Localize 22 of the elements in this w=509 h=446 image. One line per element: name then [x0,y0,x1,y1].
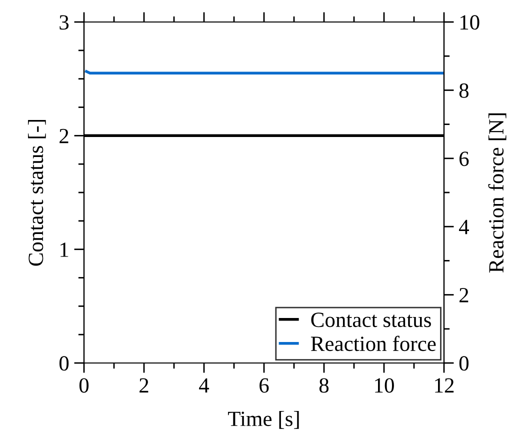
y-tick-label: 2 [60,128,68,144]
y2-tick-label: 2 [460,288,468,302]
y2-tick-label: 10 [460,15,480,30]
x-tick-label: 12 [435,378,454,393]
x-tick-label: 6 [260,378,269,393]
y2-tick-label: 6 [460,152,469,166]
y2-tick-label: 0 [459,356,469,371]
y-tick-label: 3 [60,15,69,30]
x-tick-label: 8 [319,378,329,393]
y2-axis-title: Reaction force [N] [488,113,506,273]
y2-tick-label: 8 [459,83,469,98]
y-tick-label: 1 [60,242,68,257]
y-tick-label: 0 [59,356,69,371]
x-axis-title: Time [s] [228,410,299,429]
x-tick-label: 0 [79,378,89,393]
x-tick-label: 2 [140,378,148,393]
x-tick-label: 10 [375,378,394,393]
x-tick-label: 4 [199,378,210,393]
y2-tick-label: 4 [459,220,470,234]
y-axis-title: Contact status [-] [28,120,46,266]
legend-label: Contact status [311,312,431,328]
legend-label: Reaction force [310,336,436,352]
